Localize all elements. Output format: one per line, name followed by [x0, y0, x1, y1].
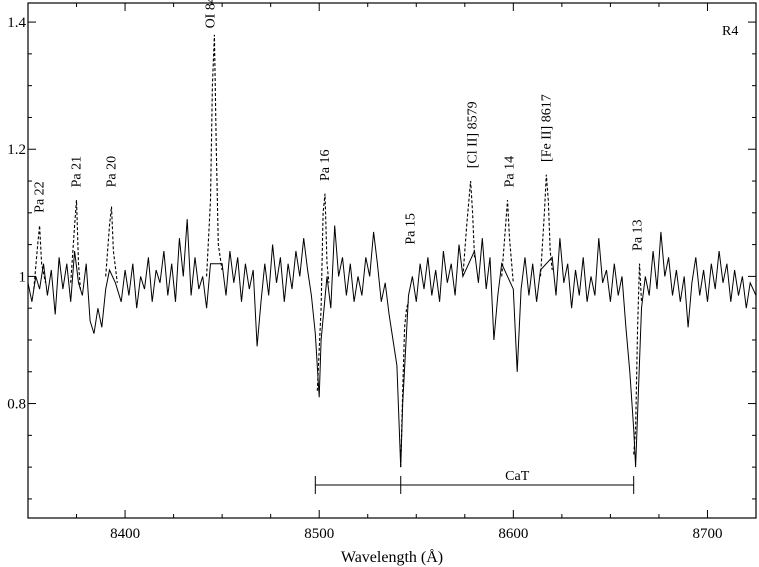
x-tick-label: 8500	[304, 526, 334, 542]
line-profile-dashed	[633, 263, 643, 455]
annotation-label: Pa 14	[502, 156, 517, 188]
x-tick-label: 8600	[498, 526, 528, 542]
tick-labels: 8400 8500 8600 8700 0.8 1 1.2 1.4	[7, 15, 722, 542]
annotation-label: Pa 13	[631, 219, 646, 251]
line-profile-dashed	[400, 301, 410, 468]
y-tick-label: 1	[19, 269, 27, 285]
annotation-label: OI 8446	[203, 0, 218, 28]
annotation-label: [Fe II] 8617	[539, 94, 554, 162]
line-profile-dashed	[462, 180, 476, 277]
annotation-label: Pa 15	[403, 213, 418, 245]
spectrum-line	[27, 219, 757, 468]
line-profile-dashed	[316, 193, 330, 391]
line-profile-dashed	[539, 174, 553, 277]
annotation-label: Pa 20	[104, 156, 119, 188]
y-tick-label: 0.8	[7, 397, 26, 413]
bracket-label: CaT	[505, 469, 530, 484]
panel-label: R4	[722, 24, 738, 39]
y-tick-label: 1.2	[7, 142, 26, 158]
y-tick-label: 1.4	[7, 15, 26, 31]
plot-frame	[27, 2, 757, 519]
x-tick-label: 8700	[692, 526, 722, 542]
line-profile-dashed	[501, 200, 514, 283]
x-tick-label: 8400	[110, 526, 140, 542]
line-profile-dashed	[206, 34, 223, 277]
cat-bracket: CaT	[314, 469, 635, 494]
annotation-label: Pa 16	[318, 150, 333, 182]
annotation-label: Pa 21	[70, 156, 85, 188]
spectrum-series	[27, 34, 757, 468]
annotation-label: Pa 22	[33, 181, 48, 213]
line-annotations: Pa 22 Pa 21 Pa 20 OI 8446 Pa 16 Pa 15 [Cl II] …	[33, 0, 646, 251]
line-profile-dashed	[70, 200, 81, 290]
annotation-label: [Cl II] 8579	[466, 101, 481, 168]
axis-ticks	[27, 3, 757, 518]
x-axis-title: Wavelength (Å)	[341, 548, 443, 566]
line-profile-dashed	[105, 206, 118, 283]
